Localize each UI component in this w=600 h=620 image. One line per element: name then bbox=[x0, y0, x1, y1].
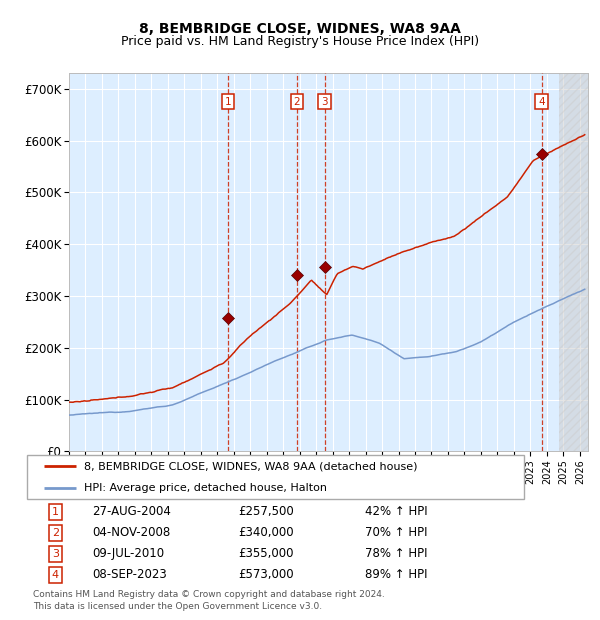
Text: 27-AUG-2004: 27-AUG-2004 bbox=[92, 505, 171, 518]
Text: 4: 4 bbox=[538, 97, 545, 107]
Text: Price paid vs. HM Land Registry's House Price Index (HPI): Price paid vs. HM Land Registry's House … bbox=[121, 35, 479, 48]
Text: £340,000: £340,000 bbox=[238, 526, 293, 539]
Text: 2: 2 bbox=[294, 97, 301, 107]
Text: 89% ↑ HPI: 89% ↑ HPI bbox=[365, 569, 427, 582]
Bar bbox=[559, 73, 600, 451]
Text: 78% ↑ HPI: 78% ↑ HPI bbox=[365, 547, 427, 560]
Text: 09-JUL-2010: 09-JUL-2010 bbox=[92, 547, 164, 560]
Text: £355,000: £355,000 bbox=[238, 547, 293, 560]
Text: 42% ↑ HPI: 42% ↑ HPI bbox=[365, 505, 427, 518]
Text: 4: 4 bbox=[52, 570, 59, 580]
Text: 1: 1 bbox=[224, 97, 232, 107]
Text: 70% ↑ HPI: 70% ↑ HPI bbox=[365, 526, 427, 539]
Text: 1: 1 bbox=[52, 507, 59, 517]
Text: 3: 3 bbox=[52, 549, 59, 559]
Text: 3: 3 bbox=[322, 97, 328, 107]
FancyBboxPatch shape bbox=[28, 455, 524, 498]
Text: Contains HM Land Registry data © Crown copyright and database right 2024.
This d: Contains HM Land Registry data © Crown c… bbox=[33, 590, 385, 611]
Text: 2: 2 bbox=[52, 528, 59, 538]
Text: HPI: Average price, detached house, Halton: HPI: Average price, detached house, Halt… bbox=[84, 484, 327, 494]
Text: £573,000: £573,000 bbox=[238, 569, 293, 582]
Text: 8, BEMBRIDGE CLOSE, WIDNES, WA8 9AA: 8, BEMBRIDGE CLOSE, WIDNES, WA8 9AA bbox=[139, 22, 461, 36]
Text: 04-NOV-2008: 04-NOV-2008 bbox=[92, 526, 170, 539]
Text: 8, BEMBRIDGE CLOSE, WIDNES, WA8 9AA (detached house): 8, BEMBRIDGE CLOSE, WIDNES, WA8 9AA (det… bbox=[84, 461, 418, 471]
Text: 08-SEP-2023: 08-SEP-2023 bbox=[92, 569, 167, 582]
Text: £257,500: £257,500 bbox=[238, 505, 293, 518]
